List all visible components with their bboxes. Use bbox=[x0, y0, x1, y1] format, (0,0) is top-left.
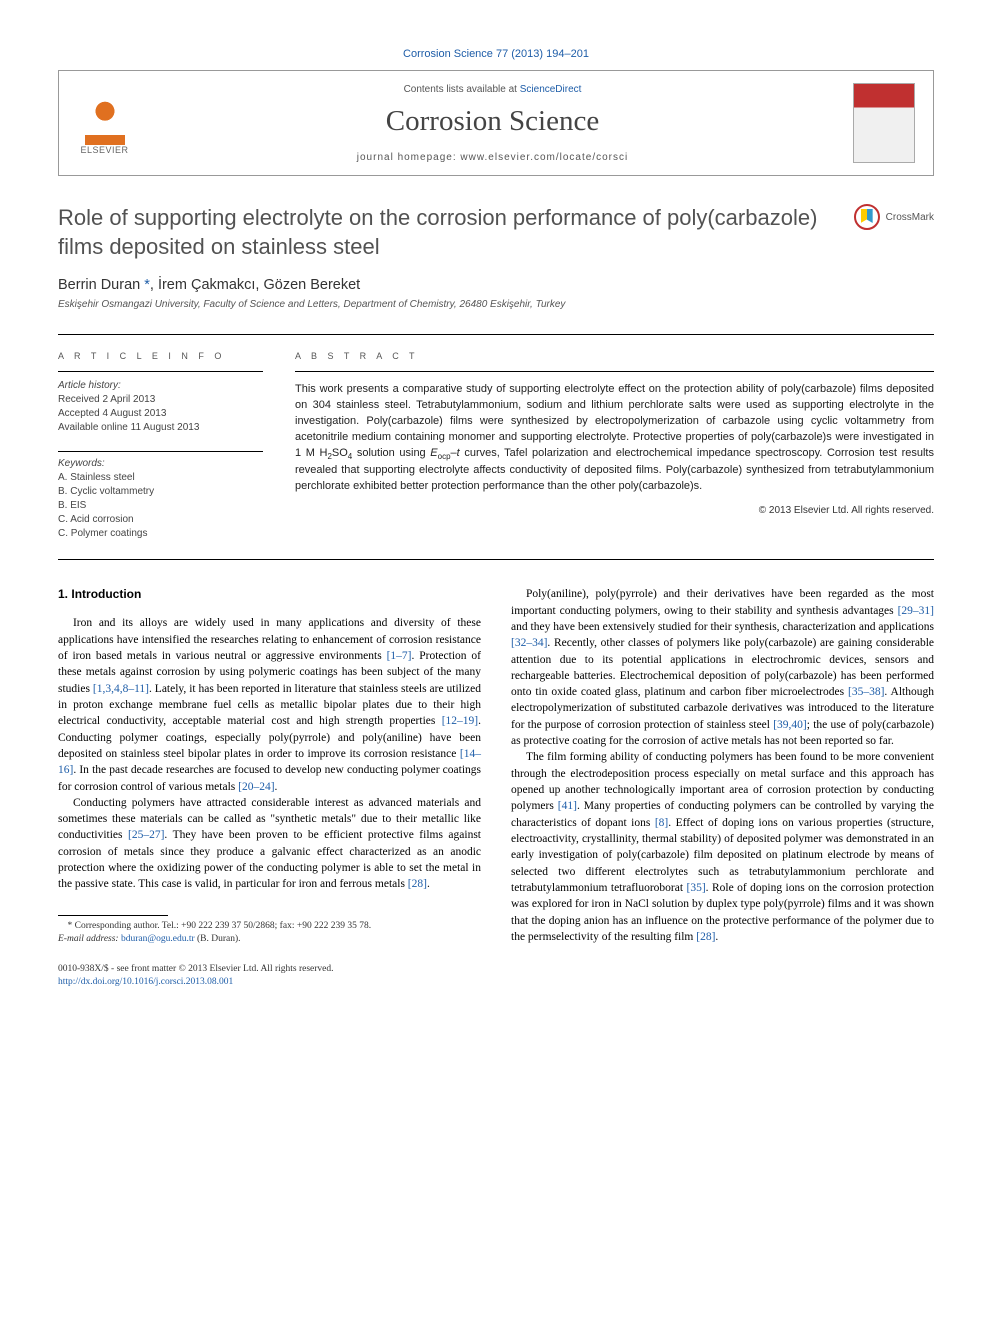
journal-reference: Corrosion Science 77 (2013) 194–201 bbox=[58, 48, 934, 60]
email-suffix: (B. Duran). bbox=[197, 934, 241, 944]
keyword: C. Acid corrosion bbox=[58, 513, 263, 527]
elsevier-tree-icon bbox=[85, 101, 125, 145]
issn-copyright: 0010-938X/$ - see front matter © 2013 El… bbox=[58, 963, 481, 989]
homepage-url[interactable]: www.elsevier.com/locate/corsci bbox=[460, 152, 628, 163]
abstract-heading: A B S T R A C T bbox=[295, 351, 934, 361]
doi-link[interactable]: http://dx.doi.org/10.1016/j.corsci.2013.… bbox=[58, 977, 233, 987]
sciencedirect-link[interactable]: ScienceDirect bbox=[520, 84, 582, 95]
journal-homepage: journal homepage: www.elsevier.com/locat… bbox=[152, 152, 833, 163]
info-abstract-row: A R T I C L E I N F O Article history: R… bbox=[58, 334, 934, 560]
issn-line: 0010-938X/$ - see front matter © 2013 El… bbox=[58, 964, 334, 974]
journal-header: ELSEVIER Contents lists available at Sci… bbox=[58, 70, 934, 176]
crossmark-label: CrossMark bbox=[886, 212, 934, 223]
crossmark-badge[interactable]: CrossMark bbox=[854, 204, 934, 230]
authors: Berrin Duran *, İrem Çakmakcı, Gözen Ber… bbox=[58, 277, 934, 293]
email-link[interactable]: bduran@ogu.edu.tr bbox=[121, 934, 195, 944]
body-paragraph: Conducting polymers have attracted consi… bbox=[58, 795, 481, 893]
journal-cover-icon bbox=[853, 83, 915, 163]
homepage-prefix: journal homepage: bbox=[357, 152, 461, 163]
body-paragraph: Iron and its alloys are widely used in m… bbox=[58, 615, 481, 795]
footnote-separator bbox=[58, 915, 168, 916]
history-line: Available online 11 August 2013 bbox=[58, 421, 263, 435]
keywords-block: Keywords: A. Stainless steel B. Cyclic v… bbox=[58, 451, 263, 541]
corresponding-author-footnote: * Corresponding author. Tel.: +90 222 23… bbox=[58, 920, 481, 946]
body-paragraph: Poly(aniline), poly(pyrrole) and their d… bbox=[511, 586, 934, 749]
section-number: 1. bbox=[58, 587, 68, 601]
article-info-column: A R T I C L E I N F O Article history: R… bbox=[58, 351, 263, 541]
header-center: Contents lists available at ScienceDirec… bbox=[152, 84, 833, 163]
keyword: A. Stainless steel bbox=[58, 471, 263, 485]
article-title: Role of supporting electrolyte on the co… bbox=[58, 204, 834, 261]
abstract-text: This work presents a comparative study o… bbox=[295, 382, 934, 494]
keyword: B. Cyclic voltammetry bbox=[58, 485, 263, 499]
abstract-copyright: © 2013 Elsevier Ltd. All rights reserved… bbox=[295, 505, 934, 516]
publisher-logo: ELSEVIER bbox=[77, 91, 132, 155]
title-row: Role of supporting electrolyte on the co… bbox=[58, 204, 934, 261]
affiliation: Eskişehir Osmangazi University, Faculty … bbox=[58, 299, 934, 310]
history-line: Received 2 April 2013 bbox=[58, 393, 263, 407]
section-heading: 1. Introduction bbox=[58, 586, 481, 603]
abstract-column: A B S T R A C T This work presents a com… bbox=[295, 351, 934, 541]
history-line: Accepted 4 August 2013 bbox=[58, 407, 263, 421]
publisher-name: ELSEVIER bbox=[80, 145, 128, 155]
email-label: E-mail address: bbox=[58, 934, 119, 944]
body-paragraph: The film forming ability of conducting p… bbox=[511, 749, 934, 945]
history-label: Article history: bbox=[58, 380, 263, 391]
journal-title: Corrosion Science bbox=[152, 105, 833, 138]
keyword: B. EIS bbox=[58, 499, 263, 513]
section-title: Introduction bbox=[71, 587, 141, 601]
keywords-label: Keywords: bbox=[58, 458, 263, 469]
contents-available-line: Contents lists available at ScienceDirec… bbox=[152, 84, 833, 95]
contents-prefix: Contents lists available at bbox=[404, 84, 520, 95]
crossmark-icon bbox=[854, 204, 880, 230]
footnote-text: * Corresponding author. Tel.: +90 222 23… bbox=[68, 921, 372, 931]
keyword: C. Polymer coatings bbox=[58, 527, 263, 541]
body-columns: 1. Introduction Iron and its alloys are … bbox=[58, 586, 934, 989]
article-info-heading: A R T I C L E I N F O bbox=[58, 351, 263, 361]
